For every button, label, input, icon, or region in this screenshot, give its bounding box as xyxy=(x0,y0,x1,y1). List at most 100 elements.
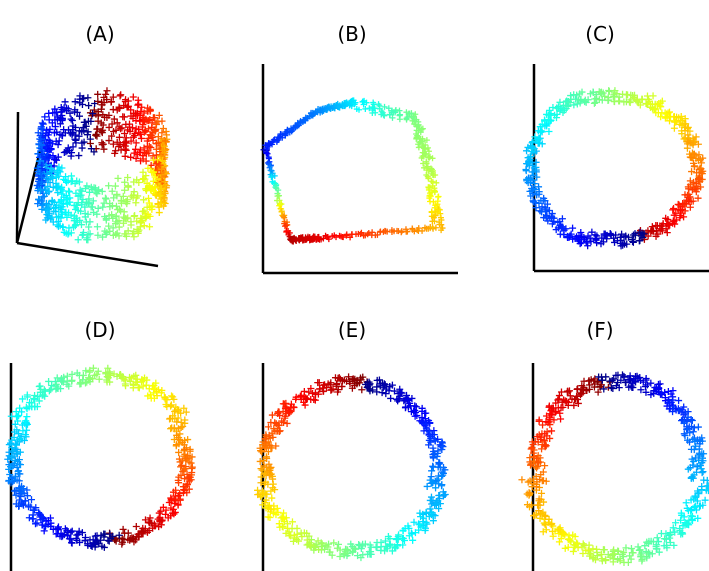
panel-e-points-point xyxy=(373,383,381,391)
panel-e-points-point xyxy=(366,541,374,549)
panel-e-points-point xyxy=(255,490,263,498)
panel-e-points-point xyxy=(440,491,448,499)
panel-a-point xyxy=(48,213,56,221)
panel-a-point xyxy=(75,152,83,160)
panel-a-point xyxy=(127,112,135,120)
panel-e-points-point xyxy=(426,496,434,504)
panel-c-points-point xyxy=(569,235,577,243)
panel-a-point xyxy=(44,182,52,190)
panel-d-points-point xyxy=(134,383,142,391)
panel-b-point xyxy=(307,110,314,117)
panel-c-points-point xyxy=(569,224,577,232)
panel-a-point xyxy=(149,177,157,185)
panel-a-point xyxy=(124,173,132,181)
panel-d-points-point xyxy=(132,523,140,531)
panel-d-points-point xyxy=(128,374,136,382)
panel-c-points-point xyxy=(690,163,698,171)
panel-a-point xyxy=(140,196,148,204)
panel-d-points-point xyxy=(149,524,157,532)
panel-b-point xyxy=(389,114,396,121)
panel-a-point xyxy=(114,174,122,182)
panel-a-point xyxy=(141,118,149,126)
panel-e-points-point xyxy=(300,529,308,537)
panel-e-points-point xyxy=(294,537,302,545)
panel-c-points-point xyxy=(564,232,572,240)
panel-a-point xyxy=(127,137,135,145)
panel-c-points-point xyxy=(694,194,702,202)
panel-e-points-point xyxy=(300,387,308,395)
panel-d-points-point xyxy=(22,497,30,505)
panel-a-point xyxy=(69,143,77,151)
panel-a-point xyxy=(144,125,152,133)
panel-a-point xyxy=(146,105,154,113)
panel-b-point xyxy=(333,234,340,241)
panel-c-points-point xyxy=(661,114,669,122)
panel-a-point xyxy=(120,139,128,147)
panel-d-points-point xyxy=(12,441,20,449)
panel-b-point xyxy=(438,227,445,234)
panel-c-points-point xyxy=(694,140,702,148)
panel-a-point xyxy=(102,230,110,238)
panel-b-point xyxy=(397,111,404,118)
panel-b-point xyxy=(381,112,388,119)
panel-c-points-point xyxy=(649,92,657,100)
panel-e-points-point xyxy=(266,466,274,474)
panel-c-points-point xyxy=(635,237,643,245)
panel-f-points-point xyxy=(694,423,702,431)
panel-a-point xyxy=(124,126,132,134)
panel-a-point xyxy=(107,98,115,106)
panel-e-points-point xyxy=(327,386,335,394)
panel-a-point xyxy=(72,205,80,213)
panel-c-points-point xyxy=(533,173,541,181)
panel-b-point xyxy=(348,98,355,105)
panel-c-points-point xyxy=(530,180,538,188)
panel-a-point xyxy=(132,125,140,133)
panel-e-points-point xyxy=(436,500,444,508)
panel-b-point xyxy=(275,192,282,199)
panel-e-points-point xyxy=(419,518,427,526)
panel-a-point xyxy=(101,194,109,202)
panel-b-point xyxy=(359,98,366,105)
panel-b-point xyxy=(281,223,288,230)
panel-b-point xyxy=(362,105,369,112)
panel-a-point xyxy=(151,183,159,191)
panel-d-points-point xyxy=(180,404,188,412)
panel-a-point xyxy=(145,182,153,190)
panel-a-point xyxy=(54,167,62,175)
panel-e-points-point xyxy=(330,539,338,547)
panel-c-points-point xyxy=(552,114,560,122)
panel-a-point xyxy=(120,101,128,109)
panel-c-points-point xyxy=(588,228,596,236)
panel-e-points-point xyxy=(358,386,366,394)
panel-a-point xyxy=(159,124,167,132)
panel-a-point xyxy=(38,125,46,133)
panel-d-points-point xyxy=(54,530,62,538)
panel-e-points-point xyxy=(421,526,429,534)
panel-e-points-point xyxy=(264,504,272,512)
panel-c-points-point xyxy=(650,106,658,114)
panel-a-point xyxy=(45,187,53,195)
panel-e-points-point xyxy=(351,375,359,383)
panel-e-points-point xyxy=(301,401,309,409)
panel-e-points-point xyxy=(335,540,342,548)
panel-a-point xyxy=(120,113,128,121)
panel-e-points-point xyxy=(262,434,270,442)
panel-e-points-point xyxy=(345,373,353,381)
panel-a-point xyxy=(134,229,142,237)
panel-e-points-point xyxy=(298,533,306,541)
panel-a-point xyxy=(160,194,168,202)
panel-a-point xyxy=(112,202,120,210)
panel-d-points-point xyxy=(7,452,15,460)
panel-d-points-point xyxy=(106,530,114,538)
panel-d-points-point xyxy=(176,495,184,503)
panel-e-points-point xyxy=(411,412,419,420)
panel-f-points-point xyxy=(620,559,628,567)
panel-e-points-point xyxy=(290,531,298,539)
panel-a-point xyxy=(83,131,91,139)
panel-c-points-point xyxy=(696,174,704,182)
panel-e-points-point xyxy=(310,396,318,404)
panel-b-point xyxy=(276,202,283,209)
panel-b-point xyxy=(433,179,440,186)
panel-a-point xyxy=(97,119,105,127)
